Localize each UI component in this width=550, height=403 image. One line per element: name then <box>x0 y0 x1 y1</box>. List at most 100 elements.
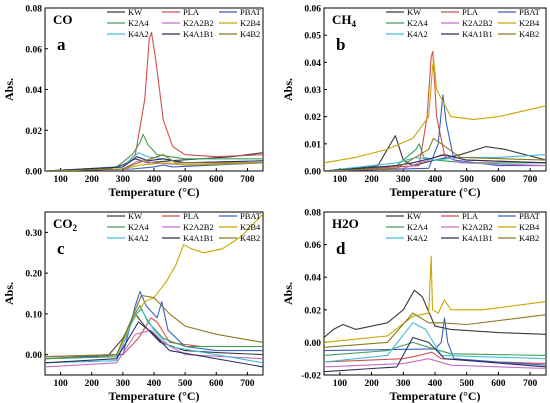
legend-label: PLA <box>462 211 479 221</box>
panel-b: 100 200 300 400 500 600 700 0.00 0.01 0.02 0.03 0.0… <box>281 5 547 199</box>
y-tick-label: 0.06 <box>25 45 42 55</box>
legend-label: K2A4 <box>128 222 150 232</box>
legend-label: K2B4 <box>519 18 540 28</box>
series-line-k2a2b2 <box>324 358 546 370</box>
legend-label: K4B2 <box>519 29 539 39</box>
legend-label: PLA <box>183 7 200 17</box>
series-line-k4b2 <box>45 154 263 171</box>
series-group <box>45 213 263 368</box>
series-line-k4a1b1 <box>324 336 546 373</box>
y-tick-label: 0.04 <box>304 59 321 69</box>
x-axis-title: Temperature (°C) <box>389 185 480 199</box>
y-tick-label: 0.00 <box>25 168 42 178</box>
x-tick-label: 500 <box>460 379 475 389</box>
series-line-k2b4 <box>324 59 546 164</box>
y-axis-title: Abs. <box>281 78 295 101</box>
legend: KW PLA PBAT K2A4 K2A2B2 K2B4 K4A2 K4A1B1 K4B2 <box>107 211 262 243</box>
x-tick-label: 500 <box>460 175 475 185</box>
x-tick-label: 100 <box>53 175 68 185</box>
series-group <box>45 31 263 171</box>
x-tick-label: 200 <box>85 175 100 185</box>
panel-title: CO <box>53 12 73 27</box>
legend-label: K2A2B2 <box>462 222 493 232</box>
legend-label: K4A2 <box>128 233 149 243</box>
y-tick-label: 0.05 <box>304 32 321 42</box>
legend-label: K4A2 <box>407 233 428 243</box>
series-line-pla <box>45 317 263 358</box>
panel-letter: b <box>336 35 345 54</box>
legend-label: K2B4 <box>240 222 261 232</box>
legend-label: K4A2 <box>407 29 428 39</box>
series-line-kw <box>324 289 546 338</box>
x-tick-label: 200 <box>364 379 379 389</box>
series-line-pbat <box>324 94 546 171</box>
y-tick-label: -0.02 <box>301 372 321 382</box>
x-axis-title: Temperature (°C) <box>389 389 480 403</box>
panel-letter: c <box>57 239 65 258</box>
x-tick-label: 400 <box>147 175 162 185</box>
legend-label: K4A1B1 <box>183 233 214 243</box>
panel-title: H2O <box>332 216 359 231</box>
series-line-k4a1b1 <box>324 154 546 171</box>
x-tick-label: 700 <box>240 379 255 389</box>
x-tick-label: 600 <box>491 175 506 185</box>
y-tick-label: 0.06 <box>304 241 321 251</box>
y-axis-title: Abs. <box>281 282 295 305</box>
legend-label: K2B4 <box>519 222 540 232</box>
series-line-k4b2 <box>324 137 546 171</box>
x-tick-label: 600 <box>209 379 224 389</box>
legend-label: K4A1B1 <box>462 233 493 243</box>
legend-label: K2A4 <box>407 222 429 232</box>
legend-label: PBAT <box>519 7 541 17</box>
legend-label: PLA <box>462 7 479 17</box>
legend-label: K2A4 <box>128 18 150 28</box>
series-group <box>324 255 546 373</box>
x-tick-label: 400 <box>428 379 443 389</box>
legend-label: K2A2B2 <box>183 18 214 28</box>
y-tick-label: 0.10 <box>25 310 42 320</box>
legend-label: KW <box>407 211 421 221</box>
legend-label: K2A2B2 <box>183 222 214 232</box>
x-tick-label: 300 <box>116 175 131 185</box>
legend-label: K4B2 <box>519 233 539 243</box>
x-tick-label: 300 <box>116 379 131 389</box>
x-tick-label: 700 <box>523 379 538 389</box>
panel-title: CO2 <box>53 216 78 233</box>
series-line-k2a2b2 <box>45 329 263 368</box>
panel-d: 100 200 300 400 500 600 700 -0.02 0.00 0.02 0.04 0.… <box>281 209 547 403</box>
series-line-k4b2 <box>324 312 546 348</box>
y-tick-label: 0.20 <box>25 270 42 280</box>
legend-label: PBAT <box>240 7 262 17</box>
legend-label: PBAT <box>519 211 541 221</box>
series-line-kw <box>45 313 263 360</box>
legend-label: PLA <box>183 211 200 221</box>
y-tick-label: 0.06 <box>304 5 321 15</box>
y-axis-title: Abs. <box>2 78 16 101</box>
legend: KW PLA PBAT K2A4 K2A2B2 K2B4 K4A2 K4A1B1 K4B2 <box>386 7 541 39</box>
x-axis-title: Temperature (°C) <box>108 185 199 199</box>
x-tick-label: 100 <box>333 379 348 389</box>
y-axis-title: Abs. <box>2 282 16 305</box>
y-tick-label: 0.04 <box>25 86 42 96</box>
x-tick-label: 400 <box>147 379 162 389</box>
series-line-k4a2 <box>324 322 546 363</box>
x-tick-label: 200 <box>85 379 100 389</box>
x-tick-label: 600 <box>491 379 506 389</box>
series-line-k4a2 <box>45 309 263 364</box>
y-tick-label: 0.01 <box>304 140 321 150</box>
legend-label: KW <box>128 211 142 221</box>
series-line-k4b2 <box>45 294 263 358</box>
legend-label: K4A2 <box>128 29 149 39</box>
series-group <box>324 50 546 171</box>
legend-label: K4B2 <box>240 233 260 243</box>
x-tick-label: 100 <box>333 175 348 185</box>
x-tick-label: 700 <box>240 175 255 185</box>
y-tick-label: 0.02 <box>304 306 321 316</box>
x-tick-label: 300 <box>396 175 411 185</box>
x-tick-label: 700 <box>523 175 538 185</box>
series-line-k4a1b1 <box>45 321 263 368</box>
x-tick-label: 500 <box>178 379 193 389</box>
legend-label: K4A1B1 <box>462 29 493 39</box>
series-line-k2a4 <box>45 133 263 171</box>
